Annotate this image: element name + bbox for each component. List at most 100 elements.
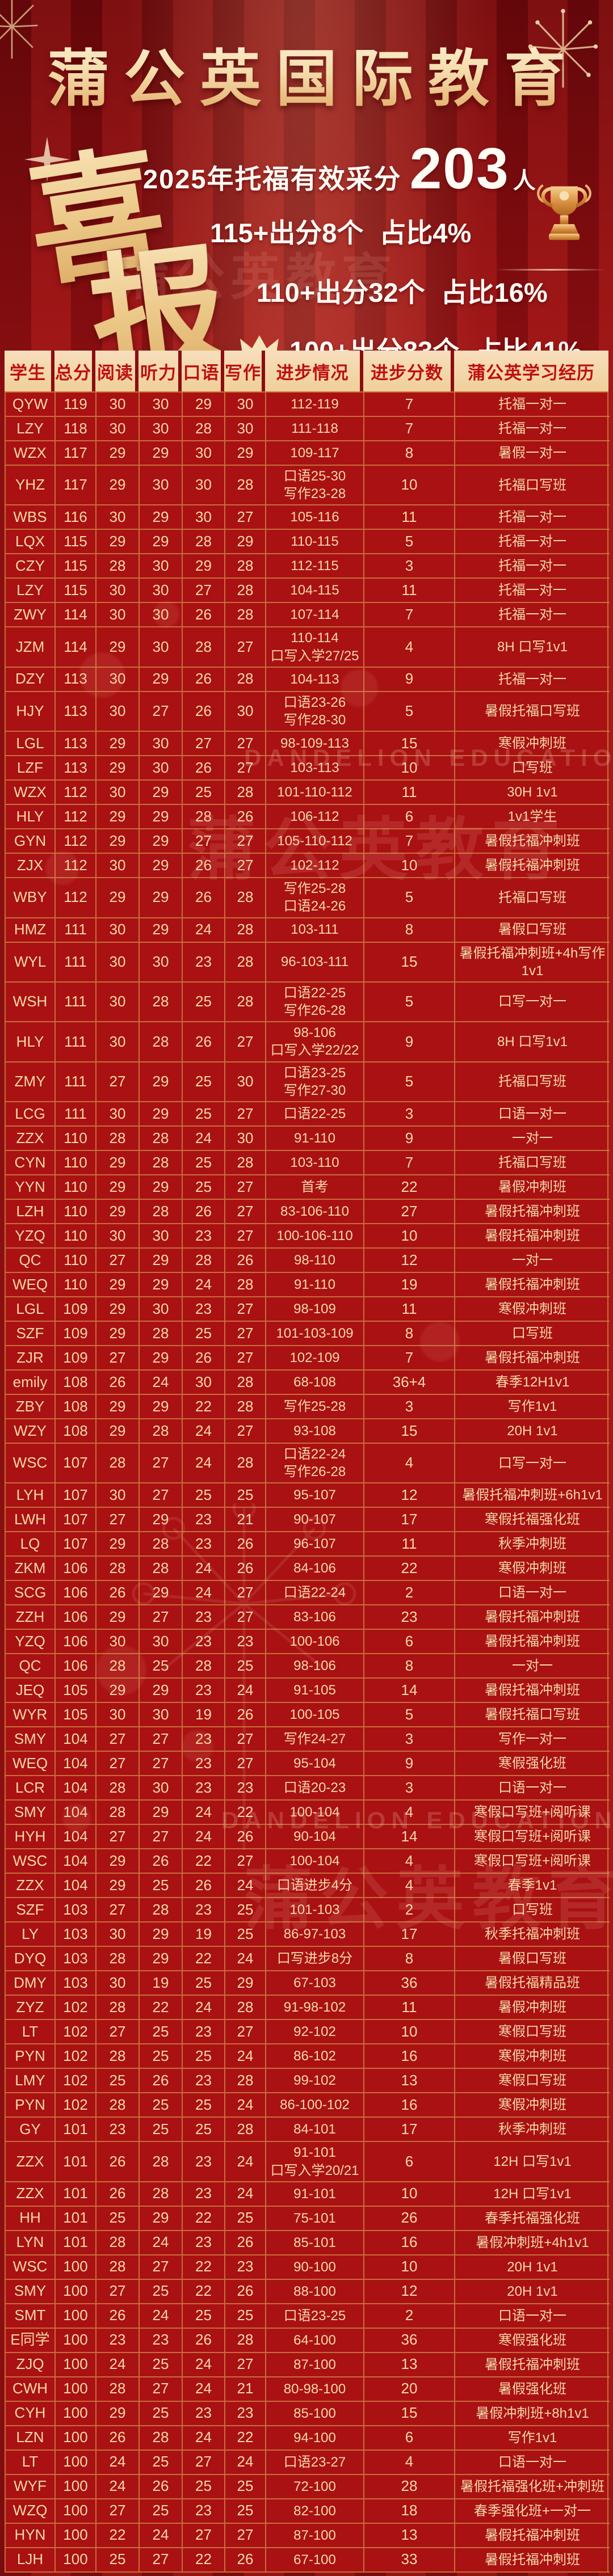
cell-experience: 寒假强化班 (455, 1752, 610, 1777)
cell-total: 104 (56, 1727, 96, 1752)
cell-gain: 20 (364, 2377, 455, 2402)
cell-reading: 27 (96, 1508, 140, 1533)
table-row: HMZ 111 30 29 24 28 103-111 8 暑假口写班 (6, 918, 610, 943)
cell-listening: 22 (140, 1996, 183, 2021)
cell-listening: 24 (140, 2231, 183, 2255)
cell-total: 111 (56, 1022, 96, 1063)
cell-speaking: 22 (183, 2206, 225, 2231)
cell-student: LQ (6, 1532, 56, 1557)
cell-progress: 102-109 (266, 1346, 364, 1371)
cell-speaking: 24 (183, 1273, 225, 1297)
cell-student: WYL (6, 942, 56, 983)
cell-speaking: 25 (183, 2044, 225, 2069)
cell-listening: 27 (140, 692, 183, 732)
cell-speaking: 27 (183, 2523, 225, 2548)
cell-progress: 首考 (266, 1175, 364, 1200)
cell-reading: 30 (96, 1224, 140, 1249)
cell-reading: 28 (96, 2255, 140, 2280)
cell-gain: 13 (364, 2523, 455, 2548)
cell-reading: 26 (96, 2426, 140, 2451)
cell-writing: 27 (225, 1297, 266, 1322)
cell-total: 109 (56, 1297, 96, 1322)
cell-speaking: 25 (183, 1151, 225, 1175)
cell-writing: 29 (225, 530, 266, 555)
cell-student: LJH (6, 2548, 56, 2573)
cell-progress: 91-105 (266, 1679, 364, 1704)
table-row: WSC 100 28 27 22 23 90-100 10 20H 1v1 (6, 2255, 610, 2280)
cell-total: 103 (56, 1922, 96, 1947)
cell-writing: 24 (225, 2093, 266, 2118)
cell-progress: 口语22-25 (266, 1102, 364, 1127)
cell-listening: 28 (140, 1898, 183, 1923)
cell-gain: 7 (364, 1151, 455, 1175)
cell-speaking: 26 (183, 603, 225, 628)
cell-writing: 28 (225, 603, 266, 628)
cell-total: 100 (56, 2352, 96, 2377)
cell-student: LCG (6, 1102, 56, 1127)
cell-progress: 83-106-110 (266, 1200, 364, 1224)
cell-listening: 29 (140, 829, 183, 854)
cell-total: 117 (56, 441, 96, 466)
cell-total: 110 (56, 1127, 96, 1151)
stat-tier-115: 115+出分8个 占比4% (210, 211, 586, 250)
cell-total: 102 (56, 2093, 96, 2118)
cell-gain: 36 (364, 1971, 455, 1996)
cell-total: 100 (56, 2450, 96, 2475)
cell-experience: 暑假托福冲刺班 (455, 1630, 610, 1655)
cell-progress: 90-107 (266, 1508, 364, 1533)
cell-total: 100 (56, 2523, 96, 2548)
cell-gain: 2 (364, 1581, 455, 1606)
cell-progress: 106-112 (266, 805, 364, 830)
cell-writing: 22 (225, 1801, 266, 1825)
cell-gain: 28 (364, 2474, 455, 2499)
cell-student: LZN (6, 2426, 56, 2451)
cell-total: 109 (56, 1322, 96, 1346)
cell-speaking: 24 (183, 1801, 225, 1825)
cell-listening: 30 (140, 1703, 183, 1728)
cell-total: 107 (56, 1532, 96, 1557)
cell-total: 117 (56, 466, 96, 506)
cell-progress: 112-115 (266, 554, 364, 579)
cell-experience: 口写一对一 (455, 1444, 610, 1484)
cell-speaking: 23 (183, 2069, 225, 2094)
cell-reading: 30 (96, 1483, 140, 1508)
cell-total: 100 (56, 2401, 96, 2426)
cell-gain: 12 (364, 1483, 455, 1508)
table-row: LZF 113 29 30 26 27 103-113 10 口写班 (6, 756, 610, 781)
cell-writing: 25 (225, 1922, 266, 1947)
cell-student: LWH (6, 1508, 56, 1533)
cell-gain: 36 (364, 2328, 455, 2353)
cell-gain: 13 (364, 2069, 455, 2094)
table-row: LGL 113 29 30 27 27 98-109-113 15 寒假冲刺班 (6, 732, 610, 757)
cell-speaking: 23 (183, 2231, 225, 2255)
cell-speaking: 25 (183, 1175, 225, 1200)
cell-experience: 暑假托福冲刺班 (455, 1679, 610, 1704)
cell-gain: 10 (364, 2255, 455, 2280)
cell-experience: 暑假冲刺班 (455, 1175, 610, 1200)
cell-reading: 27 (96, 1752, 140, 1777)
cell-experience: 春季托福强化班 (455, 2207, 610, 2231)
cell-listening: 30 (140, 1630, 183, 1655)
cell-reading: 24 (96, 2474, 140, 2499)
cell-reading: 30 (96, 579, 140, 604)
cell-reading: 28 (96, 2093, 140, 2118)
cell-writing: 27 (225, 1322, 266, 1346)
cell-progress: 口语22-25 写作26-28 (266, 982, 364, 1023)
cell-speaking: 22 (183, 1849, 225, 1874)
cell-student: SMT (6, 2304, 56, 2329)
cell-speaking: 27 (183, 732, 225, 757)
cell-reading: 25 (96, 2206, 140, 2231)
cell-listening: 28 (140, 1022, 183, 1063)
cell-gain: 16 (364, 2044, 455, 2069)
cell-reading: 27 (96, 1346, 140, 1371)
cell-writing: 30 (225, 417, 266, 441)
table-row: ZWY 114 30 30 26 28 107-114 7 托福一对一 (6, 603, 610, 628)
cell-reading: 29 (96, 1175, 140, 1200)
cell-student: CYN (6, 1151, 56, 1175)
table-row: WBS 116 30 29 30 27 105-116 11 托福一对一 (6, 505, 610, 530)
cell-speaking: 28 (183, 1654, 225, 1679)
table-row: PYN 102 28 25 25 24 86-100-102 16 寒假冲刺班 (6, 2093, 610, 2118)
cell-gain: 3 (364, 554, 455, 579)
cell-writing: 26 (225, 1532, 266, 1557)
cell-reading: 30 (96, 942, 140, 983)
